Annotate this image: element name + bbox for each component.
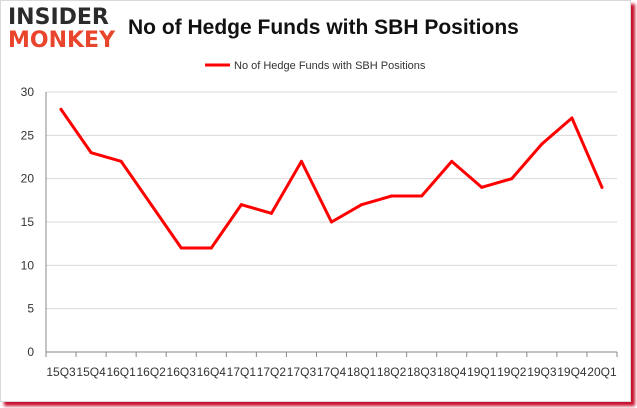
x-tick-label: 17Q2 [257, 365, 287, 379]
y-axis-ticks: 0 5 10 15 20 25 30 [21, 85, 35, 359]
x-tick-label: 16Q1 [106, 365, 136, 379]
logo-line-1: INSIDER [8, 5, 109, 30]
x-tick-label: 18Q1 [347, 365, 377, 379]
x-axis-ticks: 15Q3 15Q4 16Q1 16Q2 16Q3 16Q4 17Q1 17Q2 17Q3 17Q4… [46, 365, 617, 379]
data-point [360, 203, 364, 207]
x-tick-label: 17Q4 [317, 365, 347, 379]
logo-line-2: MONKEY [8, 28, 116, 53]
y-tick-label: 25 [21, 128, 35, 142]
insider-monkey-logo: INSIDER MONKEY [8, 6, 116, 54]
data-point [59, 107, 63, 111]
legend-label: No of Hedge Funds with SBH Positions [234, 60, 426, 72]
data-point [239, 203, 243, 207]
x-tick-label: 16Q3 [167, 365, 197, 379]
x-tick-label: 17Q3 [287, 365, 317, 379]
x-tick-label: 16Q4 [197, 365, 227, 379]
y-tick-label: 15 [21, 215, 35, 229]
data-point [540, 142, 544, 146]
data-point [89, 151, 93, 155]
data-point [299, 159, 303, 163]
data-point [510, 177, 514, 181]
data-point [209, 246, 213, 250]
data-point [269, 211, 273, 215]
chart-frame [0, 0, 631, 402]
data-point [179, 246, 183, 250]
x-tick-label: 18Q4 [437, 365, 467, 379]
y-tick-label: 20 [21, 172, 35, 186]
data-point [330, 220, 333, 224]
x-tick-label: 19Q3 [527, 365, 557, 379]
data-point [420, 194, 424, 198]
gridlines [46, 91, 617, 310]
chart-title: No of Hedge Funds with SBH Positions [128, 16, 519, 39]
x-tick-label: 18Q2 [377, 365, 407, 379]
y-tick-label: 30 [21, 85, 35, 99]
legend: No of Hedge Funds with SBH Positions [205, 60, 426, 72]
y-tick-label: 0 [27, 345, 34, 359]
x-tick-label: 18Q3 [407, 365, 437, 379]
x-tick-label: 19Q1 [467, 365, 497, 379]
axes [45, 92, 618, 357]
x-tick-label: 20Q1 [587, 365, 617, 379]
data-point [119, 159, 123, 163]
x-tick-label: 19Q2 [497, 365, 527, 379]
data-point [390, 194, 394, 198]
x-tick-label: 19Q4 [557, 365, 587, 379]
x-tick-label: 15Q3 [46, 365, 76, 379]
data-point [570, 116, 574, 120]
data-point [600, 185, 604, 189]
y-tick-label: 5 [27, 302, 34, 316]
x-tick-label: 15Q4 [76, 365, 106, 379]
x-tick-label: 16Q2 [137, 365, 167, 379]
data-point [149, 203, 153, 207]
x-tick-label: 17Q1 [227, 365, 257, 379]
series-layer [59, 107, 604, 250]
data-point [480, 185, 484, 189]
y-tick-label: 10 [21, 258, 35, 272]
data-point [450, 159, 454, 163]
